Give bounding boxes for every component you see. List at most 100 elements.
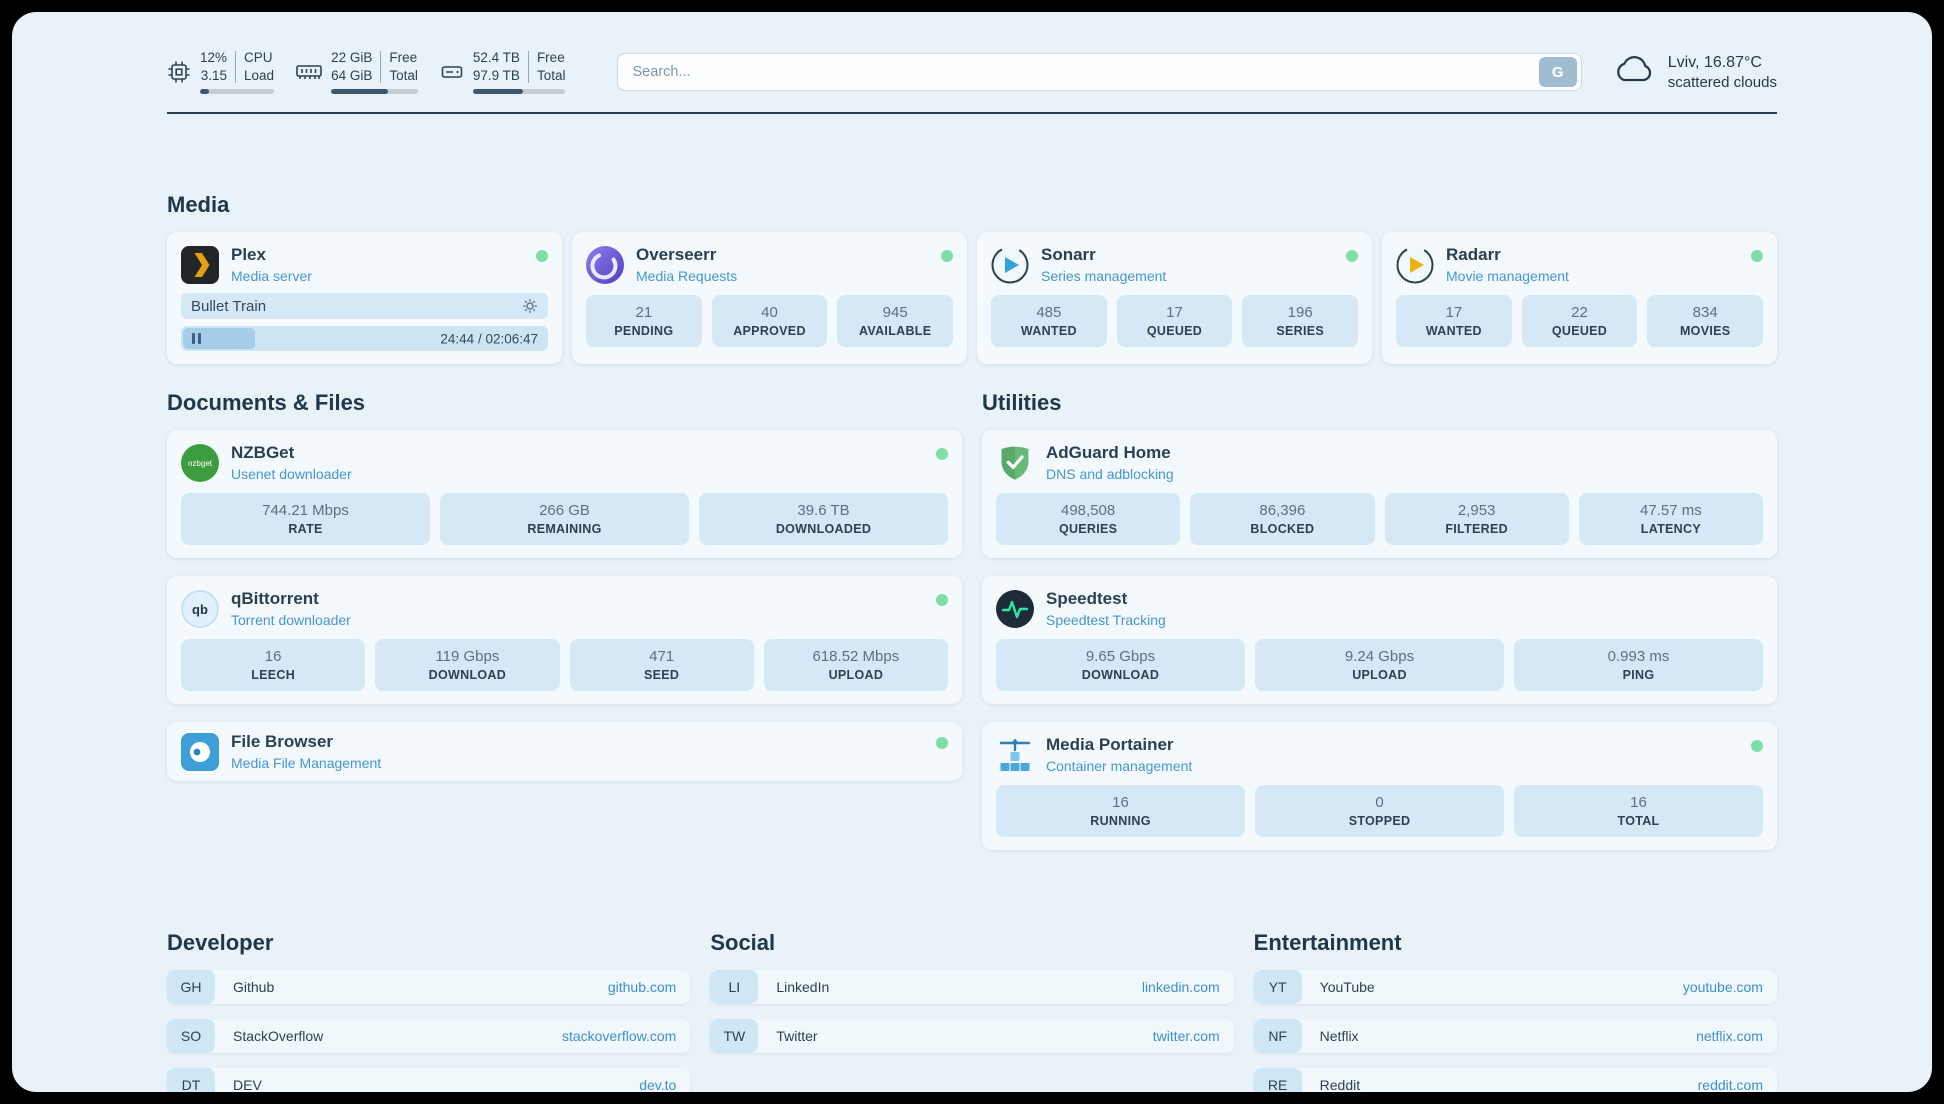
speedtest-pulse-icon bbox=[996, 589, 1034, 628]
bookmark-linkedin[interactable]: LI LinkedIn linkedin.com bbox=[710, 970, 1234, 1004]
app-name: Sonarr bbox=[1041, 245, 1096, 264]
qbittorrent-card[interactable]: qb qBittorrent Torrent downloader 16 LEE… bbox=[167, 576, 962, 704]
stat-tile: 86,396 BLOCKED bbox=[1190, 493, 1375, 545]
filebrowser-icon bbox=[181, 732, 219, 771]
disk-progress-bar bbox=[472, 89, 566, 94]
bookmark-twitter[interactable]: TW Twitter twitter.com bbox=[710, 1019, 1234, 1053]
bookmark-url: stackoverflow.com bbox=[561, 1028, 677, 1044]
bookmark-name: Github bbox=[233, 979, 275, 995]
app-subtitle: DNS and adblocking bbox=[1046, 466, 1174, 482]
bookmark-abbr: RE bbox=[1253, 1068, 1302, 1092]
plex-card[interactable]: Plex Media server Bullet Train bbox=[167, 232, 562, 364]
section-title-social: Social bbox=[710, 930, 776, 955]
bookmark-stackoverflow[interactable]: SO StackOverflow stackoverflow.com bbox=[167, 1019, 691, 1053]
disk-total-label: Total bbox=[536, 68, 566, 83]
app-subtitle: Movie management bbox=[1446, 268, 1569, 284]
bookmark-dev[interactable]: DT DEV dev.to bbox=[167, 1068, 691, 1092]
stat-tile: 22 QUEUED bbox=[1521, 295, 1638, 347]
bookmark-url: twitter.com bbox=[1152, 1028, 1220, 1044]
radarr-card[interactable]: Radarr Movie management 17 WANTED 22 QUE… bbox=[1382, 232, 1777, 364]
status-dot bbox=[936, 594, 948, 606]
status-dot bbox=[936, 737, 948, 749]
stat-tile: 744.21 Mbps RATE bbox=[181, 493, 430, 545]
bookmark-url: linkedin.com bbox=[1141, 979, 1220, 995]
cpu-progress-bar bbox=[200, 89, 275, 94]
disk-free-label: Free bbox=[536, 50, 565, 65]
bookmark-youtube[interactable]: YT YouTube youtube.com bbox=[1253, 970, 1777, 1004]
radarr-icon bbox=[1396, 246, 1434, 284]
app-subtitle: Media server bbox=[231, 268, 312, 284]
ram-free-label: Free bbox=[389, 50, 418, 65]
bookmark-github[interactable]: GH Github github.com bbox=[167, 970, 691, 1004]
status-dot bbox=[936, 448, 948, 460]
bookmark-name: Reddit bbox=[1319, 1077, 1361, 1092]
cloud-icon bbox=[1612, 54, 1656, 91]
disk-free-value: 52.4 TB bbox=[472, 50, 520, 65]
nzbget-card[interactable]: nzbget NZBGet Usenet downloader 744.21 M… bbox=[167, 430, 962, 558]
status-dot bbox=[1751, 250, 1763, 262]
speedtest-card[interactable]: Speedtest Speedtest Tracking 9.65 Gbps D… bbox=[982, 576, 1777, 704]
bookmark-abbr: GH bbox=[167, 970, 215, 1004]
adguard-card[interactable]: AdGuard Home DNS and adblocking 498,508 … bbox=[982, 430, 1777, 558]
app-name: Media Portainer bbox=[1046, 735, 1174, 754]
bookmark-abbr: SO bbox=[167, 1019, 215, 1053]
status-dot bbox=[1346, 250, 1358, 262]
bookmark-abbr: LI bbox=[710, 970, 759, 1004]
section-media: Media Plex Media server bbox=[167, 192, 1777, 364]
search-provider-button[interactable]: G bbox=[1538, 57, 1577, 87]
stat-tile: 16 LEECH bbox=[181, 639, 366, 691]
bookmark-url: reddit.com bbox=[1697, 1077, 1763, 1092]
sonarr-icon bbox=[991, 246, 1029, 284]
weather-widget: Lviv, 16.87°C scattered clouds bbox=[1612, 54, 1777, 91]
section-title-entertainment: Entertainment bbox=[1253, 930, 1402, 955]
bookmark-url: youtube.com bbox=[1682, 979, 1763, 995]
app-subtitle: Media Requests bbox=[636, 268, 738, 284]
stat-tile: 498,508 QUERIES bbox=[996, 493, 1181, 545]
bookmark-name: YouTube bbox=[1319, 979, 1375, 995]
stat-tile: 945 AVAILABLE bbox=[837, 295, 954, 347]
topbar: 12% 3.15 CPU Load bbox=[167, 50, 1777, 94]
pause-icon[interactable] bbox=[192, 333, 201, 344]
weather-location: Lviv, 16.87°C bbox=[1667, 53, 1762, 71]
overseerr-card[interactable]: Overseerr Media Requests 21 PENDING 40 A… bbox=[572, 232, 967, 364]
app-name: Overseerr bbox=[636, 245, 717, 264]
now-playing-title: Bullet Train bbox=[191, 297, 267, 315]
section-title-utilities: Utilities bbox=[982, 390, 1062, 415]
app-name: Radarr bbox=[1446, 245, 1501, 264]
gear-icon[interactable] bbox=[522, 298, 538, 314]
nzbget-icon: nzbget bbox=[181, 443, 219, 482]
disk-stat: 52.4 TB 97.9 TB Free Total bbox=[440, 50, 566, 94]
status-dot bbox=[1751, 740, 1763, 752]
filebrowser-card[interactable]: File Browser Media File Management bbox=[167, 722, 962, 781]
bookmark-abbr: TW bbox=[710, 1019, 759, 1053]
bookmark-abbr: DT bbox=[167, 1068, 215, 1092]
app-subtitle: Usenet downloader bbox=[231, 466, 352, 482]
bookmark-url: dev.to bbox=[639, 1077, 677, 1092]
stat-tile: 266 GB REMAINING bbox=[440, 493, 689, 545]
bookmark-url: github.com bbox=[607, 979, 677, 995]
stat-tile: 485 WANTED bbox=[991, 295, 1107, 347]
section-entertainment: Entertainment YT YouTube youtube.com NF … bbox=[1253, 930, 1777, 1092]
bookmark-reddit[interactable]: RE Reddit reddit.com bbox=[1253, 1068, 1777, 1092]
stat-tile: 0 STOPPED bbox=[1255, 785, 1504, 837]
stat-tile: 471 SEED bbox=[569, 639, 754, 691]
app-subtitle: Series management bbox=[1041, 268, 1167, 284]
bookmark-abbr: YT bbox=[1253, 970, 1302, 1004]
app-name: AdGuard Home bbox=[1046, 443, 1171, 462]
search-input[interactable] bbox=[632, 64, 1539, 80]
bookmark-name: LinkedIn bbox=[776, 979, 830, 995]
cpu-load-label: Load bbox=[244, 68, 275, 83]
bookmark-name: DEV bbox=[233, 1077, 262, 1092]
ram-progress-bar bbox=[331, 89, 418, 94]
portainer-crane-icon bbox=[996, 736, 1034, 774]
section-title-developer: Developer bbox=[167, 930, 274, 955]
plex-icon bbox=[181, 245, 219, 284]
stat-tile: 40 APPROVED bbox=[711, 295, 828, 347]
bookmark-netflix[interactable]: NF Netflix netflix.com bbox=[1253, 1019, 1777, 1053]
sonarr-card[interactable]: Sonarr Series management 485 WANTED 17 Q… bbox=[977, 232, 1372, 364]
stat-tile: 196 SERIES bbox=[1242, 295, 1359, 347]
stat-tile: 17 QUEUED bbox=[1116, 295, 1233, 347]
ram-stat: 22 GiB 64 GiB Free Total bbox=[296, 50, 418, 94]
portainer-card[interactable]: Media Portainer Container management 16 … bbox=[982, 722, 1777, 850]
dashboard: 12% 3.15 CPU Load bbox=[12, 12, 1932, 1092]
